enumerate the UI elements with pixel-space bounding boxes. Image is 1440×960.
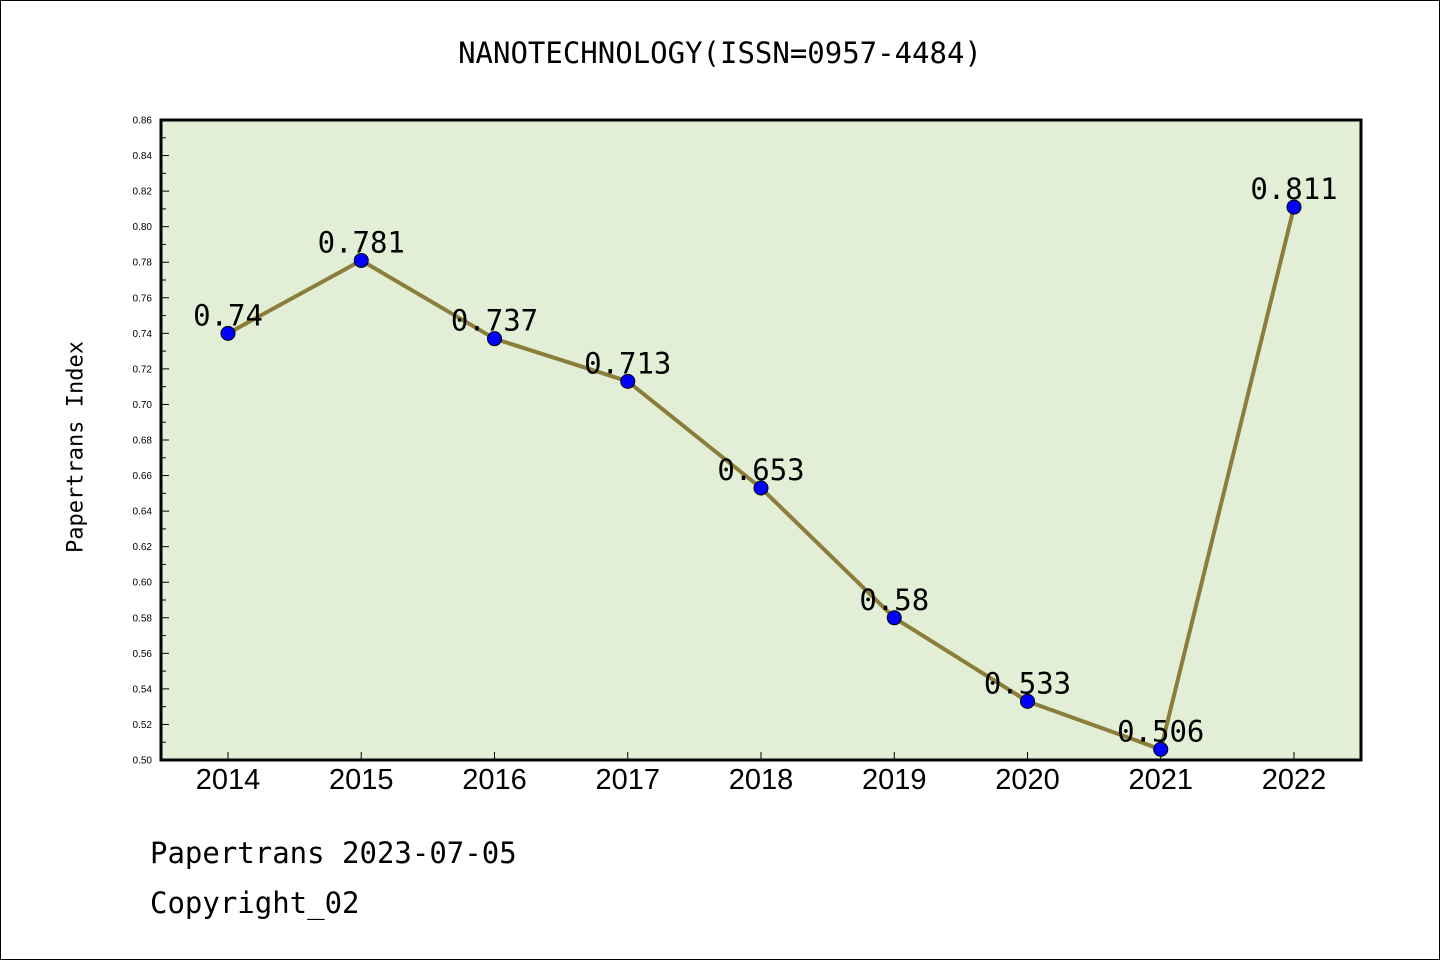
data-points bbox=[220, 199, 1302, 757]
y-tick-label: 0.52 bbox=[133, 720, 153, 731]
data-label: 0.533 bbox=[984, 666, 1071, 700]
y-tick-label: 0.74 bbox=[133, 329, 153, 340]
data-label: 0.58 bbox=[859, 583, 929, 617]
data-point bbox=[1153, 741, 1169, 757]
x-tick-label: 2014 bbox=[196, 764, 261, 796]
x-tick-label: 2020 bbox=[995, 764, 1060, 796]
y-tick-label: 0.56 bbox=[133, 649, 153, 660]
y-tick-label: 0.72 bbox=[133, 364, 153, 375]
data-label: 0.653 bbox=[717, 453, 804, 487]
y-tick-label: 0.76 bbox=[133, 293, 153, 304]
plot-area bbox=[161, 120, 1361, 760]
y-tick-label: 0.58 bbox=[133, 613, 153, 624]
data-label: 0.74 bbox=[193, 298, 263, 332]
data-point bbox=[487, 331, 502, 347]
y-tick-label: 0.70 bbox=[133, 400, 153, 411]
x-tick-label: 2019 bbox=[862, 764, 927, 796]
y-tick-label: 0.82 bbox=[133, 187, 153, 198]
x-tick-label: 2017 bbox=[595, 764, 660, 796]
plot-border bbox=[159, 118, 1363, 762]
x-tick-label: 2021 bbox=[1128, 764, 1193, 796]
data-point bbox=[1286, 199, 1302, 215]
data-label: 0.737 bbox=[451, 304, 538, 338]
x-tick-label: 2015 bbox=[329, 764, 394, 796]
data-point bbox=[620, 373, 636, 389]
x-axis: 2014 2015 2016 2017 2018 2019 2020 2021 2022 bbox=[196, 752, 1327, 796]
data-label: 0.713 bbox=[584, 346, 671, 380]
data-point bbox=[220, 325, 236, 341]
y-tick-label: 0.62 bbox=[133, 542, 153, 553]
data-label: 0.811 bbox=[1250, 172, 1337, 206]
data-point bbox=[1020, 693, 1035, 709]
data-label: 0.781 bbox=[318, 225, 405, 259]
chart-title: NANOTECHNOLOGY(ISSN=0957-4484) bbox=[458, 36, 982, 70]
y-axis: 0.50 0.52 0.54 0.56 0.58 0.60 0.62 0.64 0.66 0.68… bbox=[133, 116, 169, 767]
data-point bbox=[886, 610, 902, 626]
x-tick-label: 2022 bbox=[1262, 764, 1327, 796]
y-tick-label: 0.66 bbox=[133, 471, 153, 482]
y-tick-label: 0.60 bbox=[133, 578, 153, 589]
y-tick-label: 0.64 bbox=[133, 507, 153, 518]
y-tick-label: 0.50 bbox=[133, 756, 153, 767]
x-tick-label: 2016 bbox=[462, 764, 527, 796]
data-point bbox=[753, 480, 769, 496]
y-tick-label: 0.80 bbox=[133, 222, 153, 233]
footer-date: Papertrans 2023-07-05 bbox=[150, 836, 517, 870]
y-tick-label: 0.54 bbox=[133, 684, 153, 695]
y-tick-label: 0.84 bbox=[133, 151, 153, 162]
footer-copyright: Copyright_02 bbox=[150, 886, 360, 920]
y-tick-label: 0.68 bbox=[133, 436, 153, 447]
x-tick-label: 2018 bbox=[729, 764, 794, 796]
data-label: 0.506 bbox=[1117, 714, 1204, 748]
y-tick-label: 0.78 bbox=[133, 258, 153, 269]
data-point bbox=[353, 252, 369, 268]
data-labels: 0.74 0.781 0.737 0.713 0.653 0.58 0.533 0.506 0.… bbox=[193, 172, 1338, 748]
y-tick-label: 0.86 bbox=[133, 116, 153, 127]
